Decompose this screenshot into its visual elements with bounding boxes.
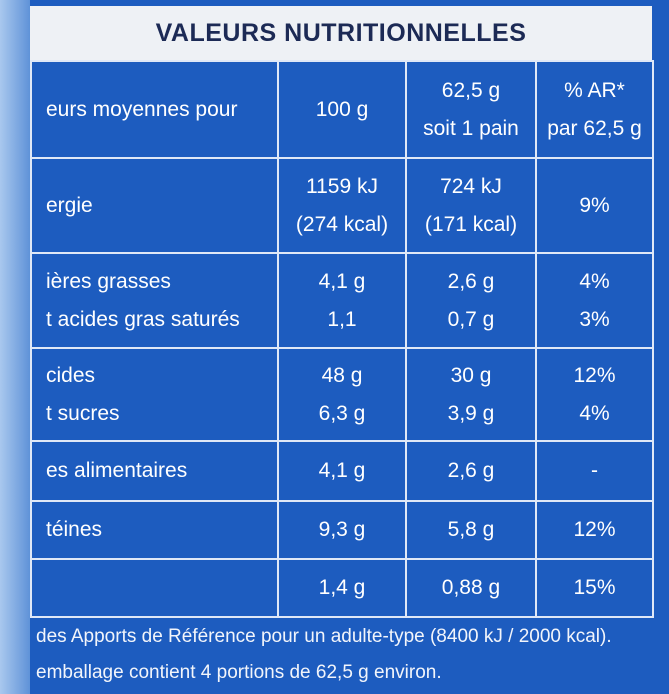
cell-text: 2,6 g [447,459,495,482]
cell-text: 724 kJ [440,174,502,198]
cell-text: 4,1 g [318,269,366,293]
cell-text: 0,88 g [441,576,501,599]
package-edge [0,0,30,694]
table-cell: 1159 kJ (274 kcal) [277,157,407,254]
cell-text: 4% [579,401,610,425]
table-cell: % AR* par 62,5 g [535,60,654,159]
table-cell: - [535,440,654,502]
table-cell [30,558,279,618]
table-cell: 724 kJ (171 kcal) [405,157,537,254]
cell-text: 5,8 g [447,518,495,541]
cell-text: eurs moyennes pour [46,97,238,121]
cell-text: 6,3 g [318,401,366,425]
table-cell: 2,6 g [405,440,537,502]
footnote: emballage contient 4 portions de 62,5 g … [36,662,442,683]
table-cell: 15% [535,558,654,618]
table-cell: 9,3 g [277,500,407,560]
cell-text: % AR* [564,78,625,102]
cell-text: t sucres [46,401,120,425]
cell-text: par 62,5 g [547,116,642,140]
cell-text: 62,5 g [441,78,501,102]
cell-text: ières grasses [46,269,171,293]
title: VALEURS NUTRITIONNELLES [30,6,652,60]
cell-text: ergie [46,193,93,217]
cell-text: 100 g [315,97,369,121]
table-cell: 5,8 g [405,500,537,560]
table-cell: 100 g [277,60,407,159]
table-cell: 4,1 g 1,1 [277,252,407,349]
table-cell: 9% [535,157,654,254]
cell-text: 3,9 g [447,401,495,425]
cell-text: es alimentaires [46,459,188,482]
cell-text: téines [46,518,103,541]
cell-text: (274 kcal) [295,212,389,236]
cell-text: 4% [579,269,610,293]
table-cell: ergie [30,157,279,254]
cell-text: t acides gras saturés [46,307,240,331]
cell-text: 30 g [450,363,492,387]
table-cell: 12% 4% [535,347,654,442]
cell-text: - [591,459,598,482]
cell-text: 9,3 g [318,518,366,541]
table-cell: 4% 3% [535,252,654,349]
cell-text: 1,1 [327,307,357,331]
cell-text: 12% [573,363,616,387]
cell-text: 48 g [321,363,363,387]
cell-text: 15% [573,576,616,599]
table-cell: 4,1 g [277,440,407,502]
table-cell: ières grasses t acides gras saturés [30,252,279,349]
table-cell: eurs moyennes pour [30,60,279,159]
table-cell: 62,5 g soit 1 pain [405,60,537,159]
table-cell: 30 g 3,9 g [405,347,537,442]
cell-text: 0,7 g [447,307,495,331]
cell-text: soit 1 pain [423,116,519,140]
footnote: des Apports de Référence pour un adulte-… [36,626,612,647]
table-cell: 48 g 6,3 g [277,347,407,442]
table-cell: téines [30,500,279,560]
cell-text: 12% [573,518,616,541]
cell-text: 9% [579,193,610,217]
table-cell: 0,88 g [405,558,537,618]
table-cell: 12% [535,500,654,560]
table-cell: es alimentaires [30,440,279,502]
table-cell: 1,4 g [277,558,407,618]
cell-text: cides [46,363,96,387]
cell-text: 1159 kJ [306,174,378,198]
cell-text: (171 kcal) [424,212,518,236]
cell-text: 2,6 g [447,269,495,293]
table-cell: 2,6 g 0,7 g [405,252,537,349]
cell-text: 3% [579,307,610,331]
cell-text: 4,1 g [318,459,366,482]
table-cell: cides t sucres [30,347,279,442]
cell-text: 1,4 g [318,576,366,599]
